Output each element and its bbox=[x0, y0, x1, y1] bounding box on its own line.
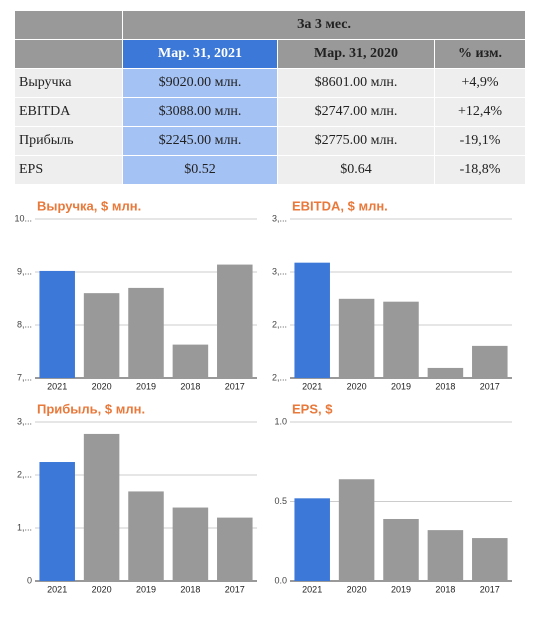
x-tick-label: 2021 bbox=[47, 584, 67, 594]
x-tick-label: 2018 bbox=[180, 381, 200, 391]
y-tick-label: 9,... bbox=[17, 266, 32, 276]
x-tick-label: 2019 bbox=[136, 584, 156, 594]
x-tick-label: 2017 bbox=[225, 584, 245, 594]
y-tick-label: 2,... bbox=[272, 372, 287, 382]
row-label: Выручка bbox=[14, 68, 123, 98]
cell: $3088.00 млн. bbox=[122, 97, 278, 127]
x-tick-label: 2018 bbox=[435, 584, 455, 594]
bar bbox=[39, 462, 75, 581]
y-tick-label: 7,... bbox=[17, 372, 32, 382]
x-tick-label: 2020 bbox=[92, 584, 112, 594]
period-header: За 3 мес. bbox=[122, 10, 526, 40]
row-label: Прибыль bbox=[14, 126, 123, 156]
chart-title: EPS, $ bbox=[292, 401, 333, 416]
cell: $9020.00 млн. bbox=[122, 68, 278, 98]
x-tick-label: 2021 bbox=[302, 584, 322, 594]
bar bbox=[427, 530, 464, 581]
x-tick-label: 2020 bbox=[347, 381, 367, 391]
column-header: Мар. 31, 2020 bbox=[277, 39, 435, 69]
column-header: % изм. bbox=[434, 39, 526, 69]
x-tick-label: 2017 bbox=[480, 381, 500, 391]
x-tick-label: 2020 bbox=[92, 381, 112, 391]
x-tick-label: 2020 bbox=[347, 584, 367, 594]
bar bbox=[472, 345, 508, 378]
bar bbox=[172, 344, 209, 378]
y-tick-label: 3,... bbox=[272, 266, 287, 276]
x-tick-label: 2018 bbox=[180, 584, 200, 594]
charts: Выручка, $ млн. 7,... 8,... 9,... 10... 2021 2… bbox=[14, 198, 512, 594]
y-tick-label: 1.0 bbox=[274, 416, 287, 426]
y-tick-label: 2,... bbox=[272, 319, 287, 329]
bar bbox=[472, 538, 508, 581]
bar bbox=[338, 479, 375, 581]
corner bbox=[14, 39, 123, 69]
bar bbox=[172, 507, 209, 581]
bar bbox=[128, 491, 164, 581]
bar bbox=[217, 517, 253, 581]
x-tick-label: 2021 bbox=[302, 381, 322, 391]
cell: $0.64 bbox=[277, 155, 435, 185]
x-tick-label: 2019 bbox=[391, 381, 411, 391]
bar bbox=[128, 287, 164, 378]
bar bbox=[217, 264, 253, 378]
y-tick-label: 0.5 bbox=[274, 496, 287, 506]
y-tick-label: 3,... bbox=[272, 213, 287, 223]
cell: $8601.00 млн. bbox=[277, 68, 435, 98]
bar bbox=[383, 518, 419, 581]
cell: +4,9% bbox=[434, 68, 526, 98]
bar bbox=[338, 298, 375, 378]
row-label: EPS bbox=[14, 155, 123, 185]
column-header: Мар. 31, 2021 bbox=[122, 39, 278, 69]
bar bbox=[383, 301, 419, 378]
bar bbox=[83, 293, 120, 378]
x-tick-label: 2017 bbox=[480, 584, 500, 594]
x-tick-label: 2017 bbox=[225, 381, 245, 391]
cell: +12,4% bbox=[434, 97, 526, 127]
corner bbox=[14, 10, 123, 40]
y-tick-label: 3,... bbox=[17, 416, 32, 426]
y-tick-label: 0 bbox=[27, 575, 32, 585]
summary-table: За 3 мес. Мар. 31, 2021 Мар. 31, 2020 % … bbox=[14, 10, 526, 185]
cell: -18,8% bbox=[434, 155, 526, 185]
cell: -19,1% bbox=[434, 126, 526, 156]
cell: $2747.00 млн. bbox=[277, 97, 435, 127]
bar bbox=[83, 433, 120, 581]
chart-title: Прибыль, $ млн. bbox=[37, 401, 145, 416]
y-tick-label: 1,... bbox=[17, 522, 32, 532]
bar bbox=[39, 270, 75, 378]
cell: $2245.00 млн. bbox=[122, 126, 278, 156]
x-tick-label: 2019 bbox=[391, 584, 411, 594]
x-tick-label: 2018 bbox=[435, 381, 455, 391]
cell: $2775.00 млн. bbox=[277, 126, 435, 156]
y-tick-label: 10... bbox=[14, 213, 32, 223]
x-tick-label: 2021 bbox=[47, 381, 67, 391]
bar bbox=[427, 367, 464, 378]
bar bbox=[294, 262, 330, 378]
cell: $0.52 bbox=[122, 155, 278, 185]
y-tick-label: 0.0 bbox=[274, 575, 287, 585]
y-tick-label: 2,... bbox=[17, 469, 32, 479]
x-tick-label: 2019 bbox=[136, 381, 156, 391]
bar bbox=[294, 498, 330, 581]
chart-title: Выручка, $ млн. bbox=[37, 198, 141, 213]
y-tick-label: 8,... bbox=[17, 319, 32, 329]
row-label: EBITDA bbox=[14, 97, 123, 127]
chart-title: EBITDA, $ млн. bbox=[292, 198, 388, 213]
